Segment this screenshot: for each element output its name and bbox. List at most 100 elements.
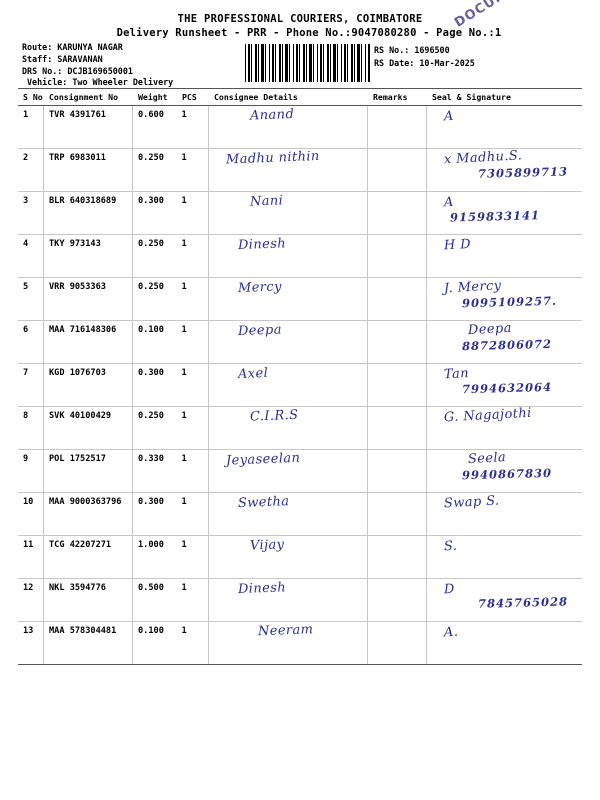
table-row: 12 NKL 3594776 0.500 1 Dinesh D 7845765028 (18, 578, 582, 622)
cell-sno: 8 (18, 406, 44, 450)
cell-pcs: 1 (176, 492, 209, 536)
cell-seal-signature: x Madhu.S. 7305899713 (426, 148, 582, 192)
table-row: 11 TCG 42207271 1.000 1 Vijay S. (18, 535, 582, 579)
cell-weight: 0.250 (132, 277, 177, 321)
cell-consignee: Mercy (208, 277, 368, 321)
rs-number-label: RS No.: 1696500 (374, 45, 450, 55)
consignee-handwriting: C.I.R.S (249, 407, 299, 425)
table-row: 3 BLR 640318689 0.300 1 Nani A 9159833141 (18, 191, 582, 235)
column-header-sno: S No (18, 88, 44, 106)
cell-sno: 11 (18, 535, 44, 579)
cell-seal-signature: Tan 7994632064 (426, 363, 582, 407)
cell-remarks (367, 449, 427, 493)
cell-weight: 0.100 (132, 320, 177, 364)
cell-remarks (367, 277, 427, 321)
cell-consignment: TKY 973143 (43, 234, 133, 278)
cell-consignee: Dinesh (208, 234, 368, 278)
signature-phone-number: 8872806072 (461, 336, 553, 354)
table-row: 6 MAA 716148306 0.100 1 Deepa Deepa 8872806072 (18, 320, 582, 364)
cell-remarks (367, 406, 427, 450)
cell-consignee: Anand (208, 105, 368, 149)
cell-sno: 1 (18, 105, 44, 149)
cell-consignee: Axel (208, 363, 368, 407)
cell-pcs: 1 (176, 363, 209, 407)
consignee-handwriting: Anand (249, 106, 295, 124)
cell-pcs: 1 (176, 535, 209, 579)
cell-consignment: TCG 42207271 (43, 535, 133, 579)
runsheet-table: S No Consignment No Weight PCS Consignee… (18, 88, 582, 665)
signature-handwriting: Swap S. (443, 493, 500, 512)
cell-seal-signature: D 7845765028 (426, 578, 582, 622)
cell-consignment: POL 1752517 (43, 449, 133, 493)
table-row: 10 MAA 9000363796 0.300 1 Swetha Swap S. (18, 492, 582, 536)
vehicle-label: Vehicle: Two Wheeler Delivery (27, 77, 174, 88)
cell-consignment: TRP 6983011 (43, 148, 133, 192)
cell-weight: 0.250 (132, 148, 177, 192)
cell-sno: 5 (18, 277, 44, 321)
column-header-consignment: Consignment No (43, 88, 133, 106)
cell-pcs: 1 (176, 578, 209, 622)
cell-weight: 0.300 (132, 363, 177, 407)
cell-weight: 0.300 (132, 191, 177, 235)
consignee-handwriting: Swetha (237, 494, 290, 512)
cell-weight: 0.600 (132, 105, 177, 149)
cell-consignee: C.I.R.S (208, 406, 368, 450)
cell-consignee: Jeyaseelan (208, 449, 368, 493)
cell-pcs: 1 (176, 406, 209, 450)
header-meta: Route: KARUNYA NAGAR Staff: SARAVANAN DR… (0, 42, 600, 90)
cell-sno: 3 (18, 191, 44, 235)
cell-weight: 0.100 (132, 621, 177, 665)
column-header-weight: Weight (132, 88, 177, 106)
table-row: 8 SVK 40100429 0.250 1 C.I.R.S G. Nagajothi (18, 406, 582, 450)
table-row: 1 TVR 4391761 0.600 1 Anand A (18, 105, 582, 149)
cell-weight: 0.300 (132, 492, 177, 536)
cell-weight: 0.250 (132, 406, 177, 450)
cell-pcs: 1 (176, 105, 209, 149)
cell-consignment: MAA 578304481 (43, 621, 133, 665)
column-header-pcs: PCS (176, 88, 209, 106)
header-meta-left: Route: KARUNYA NAGAR Staff: SARAVANAN DR… (22, 42, 173, 89)
table-row: 13 MAA 578304481 0.100 1 Neeram A. (18, 621, 582, 665)
signature-handwriting: G. Nagajothi (443, 406, 533, 426)
signature-handwriting: A. (443, 624, 459, 641)
cell-weight: 0.330 (132, 449, 177, 493)
consignee-handwriting: Deepa (237, 322, 283, 340)
route-label: Route: KARUNYA NAGAR (22, 42, 123, 52)
cell-consignment: TVR 4391761 (43, 105, 133, 149)
cell-pcs: 1 (176, 191, 209, 235)
cell-weight: 0.500 (132, 578, 177, 622)
cell-remarks (367, 578, 427, 622)
consignee-handwriting: Neeram (257, 622, 314, 640)
cell-consignment: BLR 640318689 (43, 191, 133, 235)
cell-remarks (367, 320, 427, 364)
cell-remarks (367, 234, 427, 278)
staff-label: Staff: SARAVANAN (22, 53, 103, 64)
table-header-row: S No Consignment No Weight PCS Consignee… (18, 88, 582, 106)
cell-remarks (367, 105, 427, 149)
consignee-handwriting: Mercy (237, 279, 283, 297)
header-meta-right: RS No.: 1696500 RS Date: 10-Mar-2025 (374, 44, 475, 69)
consignee-handwriting: Dinesh (237, 580, 287, 598)
consignee-handwriting: Madhu nithin (225, 148, 320, 168)
cell-remarks (367, 148, 427, 192)
column-header-seal: Seal & Signature (426, 88, 582, 106)
table-row: 9 POL 1752517 0.330 1 Jeyaseelan Seela 9940867… (18, 449, 582, 493)
signature-phone-number: 9940867830 (461, 465, 553, 483)
cell-weight: 0.250 (132, 234, 177, 278)
cell-consignee: Deepa (208, 320, 368, 364)
signature-phone-number: 7994632064 (461, 379, 553, 397)
cell-sno: 6 (18, 320, 44, 364)
signature-phone-number: 7845765028 (477, 594, 569, 611)
cell-sno: 12 (18, 578, 44, 622)
cell-sno: 4 (18, 234, 44, 278)
cell-pcs: 1 (176, 277, 209, 321)
column-header-consignee: Consignee Details (208, 88, 368, 106)
cell-seal-signature: G. Nagajothi (426, 406, 582, 450)
cell-sno: 10 (18, 492, 44, 536)
cell-seal-signature: A (426, 105, 582, 149)
cell-seal-signature: Deepa 8872806072 (426, 320, 582, 364)
cell-consignment: SVK 40100429 (43, 406, 133, 450)
cell-consignment: MAA 716148306 (43, 320, 133, 364)
cell-consignee: Vijay (208, 535, 368, 579)
cell-sno: 9 (18, 449, 44, 493)
